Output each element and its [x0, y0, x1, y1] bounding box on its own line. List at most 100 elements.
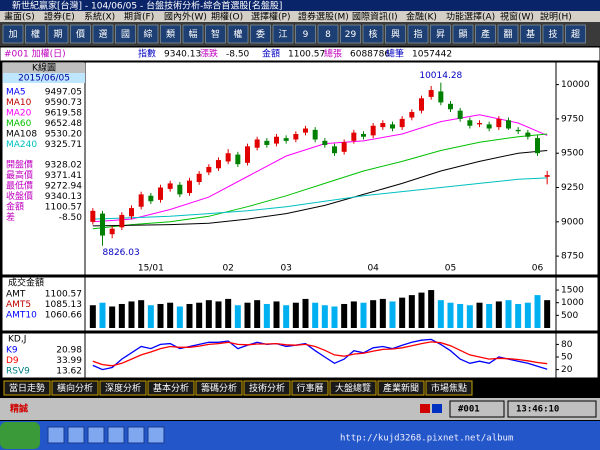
- toolbar-button[interactable]: [70, 24, 91, 44]
- toolbar-button[interactable]: [160, 24, 181, 44]
- tab[interactable]: [329, 380, 377, 396]
- tab[interactable]: [3, 380, 51, 396]
- toolbar-button[interactable]: [475, 24, 496, 44]
- toolbar-button[interactable]: [452, 24, 474, 44]
- menu-item[interactable]: 選擇權(P): [251, 11, 290, 23]
- tab-label[interactable]: 產業新聞: [383, 382, 419, 394]
- toolbar-label[interactable]: 綜: [143, 28, 152, 40]
- tab-label[interactable]: 橫向分析: [57, 382, 93, 394]
- kd-line: [92, 338, 548, 371]
- menu-item[interactable]: 系統(X): [84, 11, 115, 23]
- toolbar-label[interactable]: 權: [233, 28, 242, 40]
- kd-line: [92, 341, 548, 367]
- taskbar-icon[interactable]: [107, 426, 125, 444]
- tab-label[interactable]: 基本分析: [153, 382, 189, 394]
- toolbar-label[interactable]: 價: [76, 29, 85, 40]
- tab-label[interactable]: 當日走勢: [9, 382, 45, 394]
- taskbar-icon[interactable]: [147, 426, 165, 444]
- toolbar-label[interactable]: 29: [345, 30, 357, 40]
- tab[interactable]: [243, 380, 291, 396]
- candle-body: [148, 195, 154, 202]
- tab[interactable]: [425, 380, 473, 396]
- tab[interactable]: [291, 380, 329, 396]
- toolbar-button[interactable]: [137, 24, 159, 44]
- menu-item[interactable]: 功能選擇(A): [446, 11, 495, 23]
- toolbar-label[interactable]: 8: [325, 30, 331, 40]
- toolbar-label[interactable]: 類: [166, 29, 175, 40]
- toolbar-label[interactable]: 核: [368, 28, 377, 40]
- tab[interactable]: [147, 380, 195, 396]
- x-tick-label: 15/01: [138, 264, 164, 274]
- toolbar-label[interactable]: 智: [211, 28, 220, 40]
- ma-line: [92, 150, 548, 227]
- tab-label[interactable]: 行事曆: [296, 382, 323, 394]
- toolbar-button[interactable]: [430, 24, 451, 44]
- toolbar-label[interactable]: 顯: [458, 29, 467, 40]
- menu-item[interactable]: 視窗(W): [500, 11, 534, 23]
- menu-item[interactable]: 國內外(W): [164, 11, 207, 23]
- menu-item[interactable]: 期貨(F): [124, 11, 154, 23]
- toolbar-button[interactable]: [250, 24, 271, 44]
- taskbar-icon[interactable]: [127, 426, 145, 444]
- taskbar-icon[interactable]: [87, 426, 105, 444]
- tab-label[interactable]: 深度分析: [105, 382, 141, 394]
- menu-item[interactable]: 金融(K): [406, 11, 437, 23]
- toolbar-label[interactable]: 技: [548, 28, 557, 40]
- tab[interactable]: [195, 380, 243, 396]
- toolbar-label[interactable]: 幅: [188, 28, 197, 40]
- toolbar-button[interactable]: [115, 24, 136, 44]
- toolbar-label[interactable]: 委: [256, 28, 265, 40]
- candle-body: [506, 120, 511, 129]
- menu-item[interactable]: 證券(E): [44, 11, 75, 23]
- menu-item[interactable]: 說明(H): [540, 11, 572, 23]
- menu-item[interactable]: 畫面(S): [4, 11, 35, 23]
- toolbar-button[interactable]: [407, 24, 429, 44]
- toolbar-button[interactable]: [2, 24, 24, 44]
- toolbar-label[interactable]: 基: [526, 28, 535, 40]
- toolbar-button[interactable]: [182, 24, 204, 44]
- tab-label[interactable]: 籌碼分析: [201, 382, 237, 394]
- toolbar-button[interactable]: [340, 24, 361, 44]
- toolbar-button[interactable]: [205, 24, 226, 44]
- toolbar-button[interactable]: [565, 24, 586, 44]
- menu-item[interactable]: 期權(O): [211, 11, 243, 23]
- toolbar-label[interactable]: 產: [481, 28, 490, 40]
- toolbar-label[interactable]: 昇: [436, 29, 445, 40]
- menu-item[interactable]: 證券選股(M): [298, 11, 349, 23]
- toolbar-label[interactable]: 選: [98, 29, 107, 40]
- toolbar-button[interactable]: [47, 24, 69, 44]
- tab[interactable]: [377, 380, 425, 396]
- toolbar-label[interactable]: 加: [8, 29, 17, 40]
- tab-label[interactable]: 市場焦點: [431, 382, 467, 394]
- toolbar-button[interactable]: [520, 24, 541, 44]
- start-button[interactable]: [0, 422, 40, 449]
- toolbar-label[interactable]: 興: [391, 29, 400, 40]
- toolbar-button[interactable]: [272, 24, 294, 44]
- toolbar-label[interactable]: 翻: [503, 29, 512, 40]
- toolbar-button[interactable]: [362, 24, 384, 44]
- toolbar-button[interactable]: [92, 24, 114, 44]
- menu-item[interactable]: 國際資訊(I): [352, 11, 398, 23]
- toolbar-button[interactable]: [227, 24, 249, 44]
- toolbar-button[interactable]: [497, 24, 519, 44]
- tab[interactable]: [51, 380, 99, 396]
- toolbar-label[interactable]: 趨: [571, 28, 580, 40]
- toolbar-label[interactable]: 9: [303, 30, 309, 40]
- tab-label[interactable]: 技術分析: [249, 382, 285, 394]
- toolbar-button[interactable]: [542, 24, 564, 44]
- tab[interactable]: [99, 380, 147, 396]
- toolbar-label[interactable]: 期: [53, 29, 62, 40]
- toolbar-label[interactable]: 江: [278, 29, 287, 40]
- taskbar-icon[interactable]: [47, 426, 65, 444]
- toolbar-label[interactable]: 指: [413, 28, 422, 40]
- toolbar-label[interactable]: 國: [121, 29, 130, 40]
- toolbar-button[interactable]: [295, 24, 316, 44]
- toolbar-label[interactable]: 權: [31, 28, 40, 40]
- tab-label[interactable]: 大盤總覽: [335, 382, 371, 394]
- toolbar-button[interactable]: [317, 24, 339, 44]
- toolbar-button[interactable]: [25, 24, 46, 44]
- taskbar-icon[interactable]: [67, 426, 85, 444]
- status-time: 13:46:10: [516, 405, 559, 415]
- date-box: [3, 73, 85, 83]
- toolbar-button[interactable]: [385, 24, 406, 44]
